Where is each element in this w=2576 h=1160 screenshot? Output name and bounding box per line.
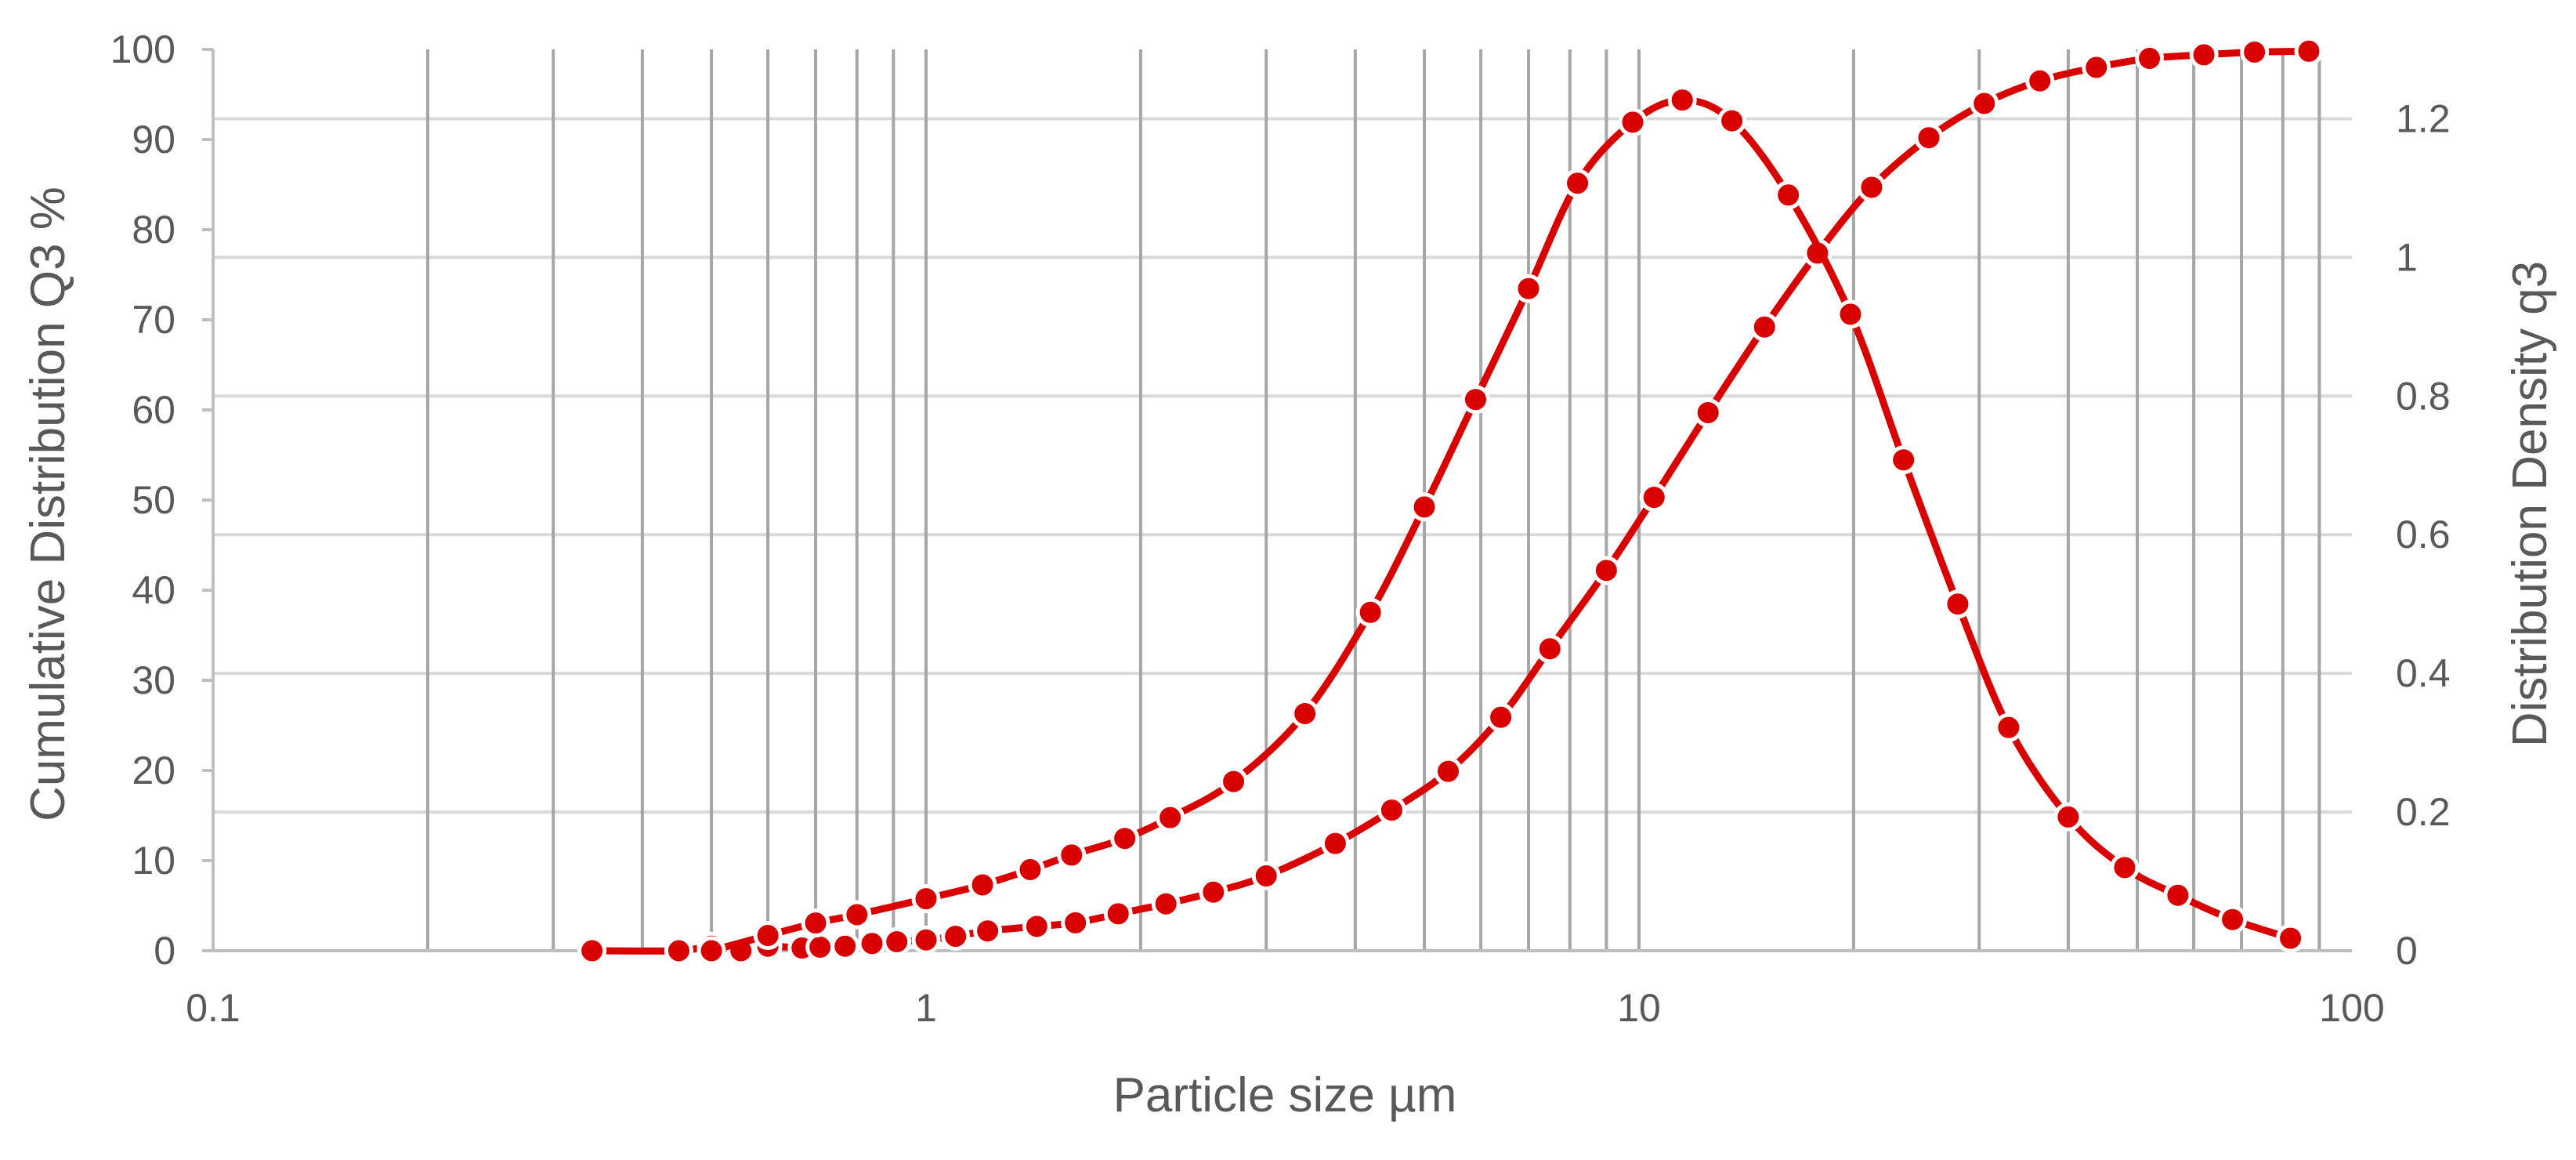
y-right-tick-label: 1 bbox=[2396, 235, 2418, 279]
y-left-tick-label: 90 bbox=[132, 118, 175, 161]
density-q3-point bbox=[1409, 492, 1439, 522]
y-left-tick-label: 20 bbox=[132, 749, 175, 792]
density-q3-point bbox=[2163, 880, 2193, 910]
density-q3-point bbox=[1057, 840, 1087, 870]
y-left-tick-label: 60 bbox=[132, 388, 175, 432]
density-q3-point bbox=[911, 884, 941, 914]
vertical-gridlines bbox=[425, 49, 2321, 951]
cumulative-q3-point bbox=[1151, 889, 1181, 919]
y-right-tick-label: 0.6 bbox=[2396, 513, 2451, 556]
density-q3-point bbox=[968, 870, 997, 900]
cumulative-q3-point bbox=[2189, 40, 2219, 70]
density-q3-point bbox=[696, 936, 726, 966]
y-left-tick-label: 100 bbox=[110, 27, 175, 71]
cumulative-q3-point bbox=[1103, 899, 1133, 929]
cumulative-q3-point bbox=[2240, 37, 2270, 67]
y-left-tick-label: 50 bbox=[132, 478, 175, 522]
y-left-tick-label: 10 bbox=[132, 839, 175, 883]
y-axis-right-title: Distribution Density q3 bbox=[2503, 261, 2557, 747]
y-left-tick-label: 40 bbox=[132, 568, 175, 612]
density-q3-point bbox=[1667, 85, 1697, 115]
density-q3-point bbox=[1774, 180, 1804, 210]
cumulative-q3-point bbox=[941, 922, 971, 952]
y-left-tick-label: 0 bbox=[154, 929, 175, 973]
y-axis-left-title: Cumulative Distribution Q3 % bbox=[21, 187, 75, 821]
cumulative-q3-point bbox=[1251, 861, 1281, 891]
cumulative-q3-point bbox=[1022, 912, 1051, 941]
density-q3-point bbox=[1889, 445, 1919, 475]
y-left-tick-label: 30 bbox=[132, 658, 175, 702]
cumulative-q3-point bbox=[1433, 756, 1463, 786]
cumulative-q3-point bbox=[1199, 877, 1228, 907]
y-left-tick-label: 70 bbox=[132, 298, 175, 342]
cumulative-q3-point bbox=[857, 929, 887, 959]
cumulative-q3-point bbox=[1535, 634, 1565, 664]
cumulative-q3-point bbox=[1591, 556, 1621, 585]
density-q3-point bbox=[1110, 824, 1140, 854]
axes bbox=[202, 48, 2352, 952]
cumulative-q3-point bbox=[882, 927, 912, 956]
x-tick-label: 1 bbox=[915, 986, 937, 1030]
horizontal-gridlines bbox=[213, 117, 2352, 814]
cumulative-q3-point bbox=[2025, 66, 2055, 96]
density-q3-point bbox=[1563, 169, 1593, 198]
x-tick-label: 100 bbox=[2319, 986, 2384, 1030]
x-tick-label: 10 bbox=[1617, 986, 1661, 1030]
cumulative-q3-point bbox=[805, 932, 835, 962]
y-left-tick-label: 80 bbox=[132, 208, 175, 252]
density-q3-point bbox=[2276, 923, 2306, 953]
y-right-tick-label: 0.2 bbox=[2396, 790, 2451, 834]
density-q3-point bbox=[1015, 855, 1045, 884]
density-q3-point bbox=[1943, 589, 1973, 619]
y-right-tick-label: 0 bbox=[2396, 929, 2418, 973]
density-q3-point bbox=[1618, 107, 1648, 137]
density-q3-point bbox=[801, 908, 830, 938]
density-q3-point bbox=[1717, 106, 1747, 136]
cumulative-q3-point bbox=[1857, 172, 1887, 202]
density-q3-point bbox=[1460, 385, 1490, 415]
x-axis-title: Particle size µm bbox=[1113, 1068, 1457, 1122]
y-right-tick-label: 1.2 bbox=[2396, 96, 2451, 140]
cumulative-q3-point bbox=[2135, 44, 2165, 73]
tick-labels: 0 10 20 30 40 50 60 70 80 90 100 0 0.2 0.4 0.6 0.8 1 1.2 0… bbox=[110, 27, 2451, 1030]
density-q3-point bbox=[1994, 712, 2024, 742]
density-q3-point bbox=[2053, 802, 2083, 832]
cumulative-q3-point bbox=[830, 931, 860, 961]
cumulative-q3-point bbox=[1377, 796, 1406, 825]
cumulative-q3-point bbox=[1061, 908, 1091, 937]
density-q3-point bbox=[1156, 803, 1185, 832]
cumulative-q3-point bbox=[1639, 483, 1669, 513]
cumulative-q3-point bbox=[1693, 397, 1723, 427]
density-q3-point bbox=[2110, 853, 2140, 883]
density-q3-point bbox=[1290, 698, 1320, 728]
density-q3-point bbox=[2218, 904, 2248, 934]
cumulative-q3-point bbox=[1486, 702, 1516, 732]
cumulative-q3-point bbox=[1970, 89, 1999, 118]
y-right-tick-label: 0.8 bbox=[2396, 374, 2451, 418]
y-right-tick-label: 0.4 bbox=[2396, 651, 2451, 695]
cumulative-q3-point bbox=[1914, 123, 1944, 153]
cumulative-q3-point bbox=[1320, 828, 1350, 858]
cumulative-q3-point bbox=[911, 925, 941, 955]
density-q3-point bbox=[1836, 299, 1865, 329]
x-tick-label: 0.1 bbox=[186, 986, 241, 1030]
density-q3-point bbox=[1219, 767, 1249, 796]
cumulative-q3-point bbox=[2082, 53, 2111, 82]
cumulative-q3-point bbox=[664, 936, 693, 966]
cumulative-q3-point bbox=[2294, 36, 2324, 66]
density-q3-point bbox=[1355, 597, 1385, 627]
density-q3-point bbox=[1514, 274, 1543, 303]
series-layer bbox=[577, 36, 2324, 966]
density-q3-point bbox=[753, 921, 783, 951]
density-q3-point bbox=[842, 900, 872, 930]
cumulative-q3-point bbox=[577, 936, 607, 966]
cumulative-q3-point bbox=[973, 916, 1003, 946]
cumulative-q3-point bbox=[1749, 312, 1779, 342]
